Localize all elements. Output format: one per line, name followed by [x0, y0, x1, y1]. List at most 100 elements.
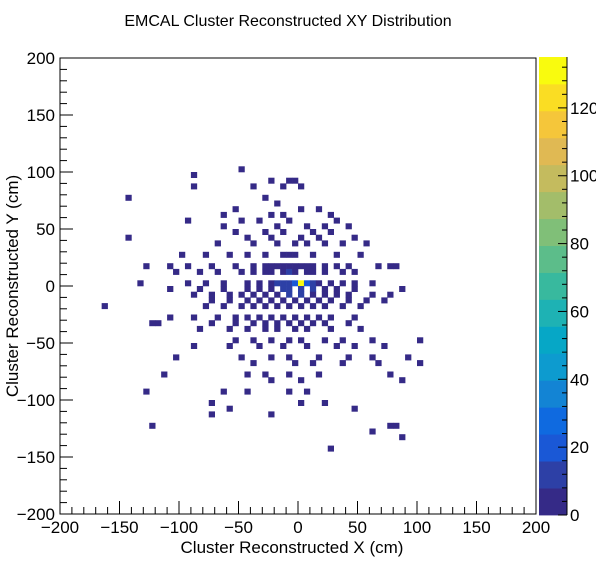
heatmap-bin	[167, 286, 174, 292]
heatmap-bin	[286, 177, 293, 184]
heatmap-bin	[369, 280, 376, 287]
heatmap-bin	[208, 297, 215, 304]
heatmap-bin	[321, 240, 329, 247]
colorbar-segment	[539, 110, 567, 139]
heatmap-bin	[208, 400, 215, 406]
heatmap-bin	[351, 234, 358, 241]
heatmap-bin	[315, 280, 323, 287]
heatmap-bin	[280, 286, 287, 292]
heatmap-bin	[238, 166, 245, 173]
heatmap-bin	[268, 280, 275, 287]
heatmap-bin	[232, 229, 239, 235]
colorbar-segment	[539, 245, 567, 273]
heatmap-bin	[214, 314, 221, 321]
x-tick-label: −100	[160, 518, 198, 537]
heatmap-bin	[268, 268, 275, 275]
heatmap-bin	[280, 263, 287, 270]
heatmap-bin	[208, 263, 215, 270]
heatmap-bin	[256, 297, 263, 304]
heatmap-bin	[173, 268, 180, 275]
heatmap-bin	[369, 428, 376, 435]
heatmap-bin	[274, 280, 281, 287]
heatmap-bin	[220, 223, 227, 230]
heatmap-bin	[333, 251, 340, 258]
heatmap-bin	[357, 303, 364, 310]
heatmap-bin	[327, 297, 334, 304]
heatmap-bin	[303, 388, 311, 395]
colorbar-segment	[539, 191, 567, 220]
heatmap-bin	[262, 263, 269, 270]
colorbar	[539, 57, 567, 516]
heatmap-bin	[351, 268, 358, 275]
heatmap-bin	[184, 217, 192, 224]
heatmap-bin	[286, 337, 293, 344]
heatmap-bin	[286, 217, 293, 224]
heatmap-bin	[351, 343, 358, 349]
heatmap-bin	[262, 251, 269, 258]
heatmap-bin	[268, 177, 275, 184]
heatmap-bin	[286, 251, 293, 258]
colorbar-segment	[539, 434, 567, 462]
heatmap-bin	[167, 314, 174, 321]
heatmap-bin	[309, 303, 317, 310]
heatmap-bin	[298, 337, 305, 344]
heatmap-bin	[202, 303, 210, 310]
heatmap-bin	[327, 325, 334, 332]
x-axis: −200 −150 −100 −50 0 50 100 150 200	[41, 501, 550, 537]
heatmap-bin	[244, 388, 251, 395]
heatmap-bin	[208, 320, 215, 327]
heatmap-bin	[321, 268, 329, 275]
colorbar-segment	[539, 272, 567, 300]
heatmap-bin	[292, 177, 299, 184]
heatmap-bin	[339, 303, 346, 310]
heatmap-bin	[268, 354, 275, 361]
heatmap-bin	[190, 172, 198, 178]
heatmap-bin	[303, 343, 311, 349]
heatmap-bin	[196, 286, 204, 292]
heatmap-bin	[274, 303, 281, 310]
heatmap-bin	[268, 211, 275, 218]
heatmap-bin	[262, 229, 269, 235]
heatmap-bin	[298, 286, 305, 292]
heatmap-bin	[232, 314, 239, 321]
colorbar-axis: 0 20 40 60 80 100 120	[558, 57, 596, 525]
heatmap-bin	[274, 320, 281, 327]
heatmap-bin	[345, 320, 352, 327]
heatmap-bin	[303, 280, 311, 287]
heatmap-bin	[244, 314, 251, 321]
heatmap-bin	[143, 263, 150, 270]
heatmap-bin	[262, 303, 269, 310]
heatmap-bin	[298, 291, 305, 298]
heatmap-bin	[190, 183, 198, 190]
heatmap-bin	[250, 183, 257, 190]
heatmap-bin	[327, 314, 334, 321]
heatmap-bin	[292, 297, 299, 304]
heatmap-bin	[220, 286, 227, 292]
heatmap-bin	[333, 263, 340, 270]
heatmap-bin	[179, 251, 186, 258]
heatmap-bin	[286, 280, 293, 287]
heatmap-bin	[405, 354, 412, 361]
heatmap-bin	[327, 280, 334, 287]
heatmap-bin	[232, 320, 239, 327]
colorbar-tick-label: 40	[570, 370, 589, 389]
heatmap-bin	[303, 325, 311, 332]
y-axis: −200 −150 −100 −50 0 50 100 150 200	[17, 49, 73, 524]
heatmap-bin	[280, 229, 287, 235]
heatmap-bin	[399, 434, 406, 441]
heatmap-bin	[220, 303, 227, 310]
heatmap-bin	[280, 183, 287, 190]
x-tick-label: 200	[522, 518, 550, 537]
heatmap-bin	[303, 297, 311, 304]
heatmap-bin	[292, 263, 299, 270]
heatmap-bin	[286, 286, 293, 292]
heatmap-bin	[339, 240, 346, 247]
heatmap-bin	[280, 268, 287, 275]
heatmap-bin	[268, 377, 275, 384]
heatmap-bin	[244, 280, 251, 287]
heatmap-bin	[262, 291, 269, 298]
colorbar-segment	[539, 164, 567, 193]
colorbar-segment	[539, 407, 567, 435]
x-axis-label: Cluster Reconstructed X (cm)	[181, 538, 404, 557]
heatmap-bin	[333, 217, 340, 224]
